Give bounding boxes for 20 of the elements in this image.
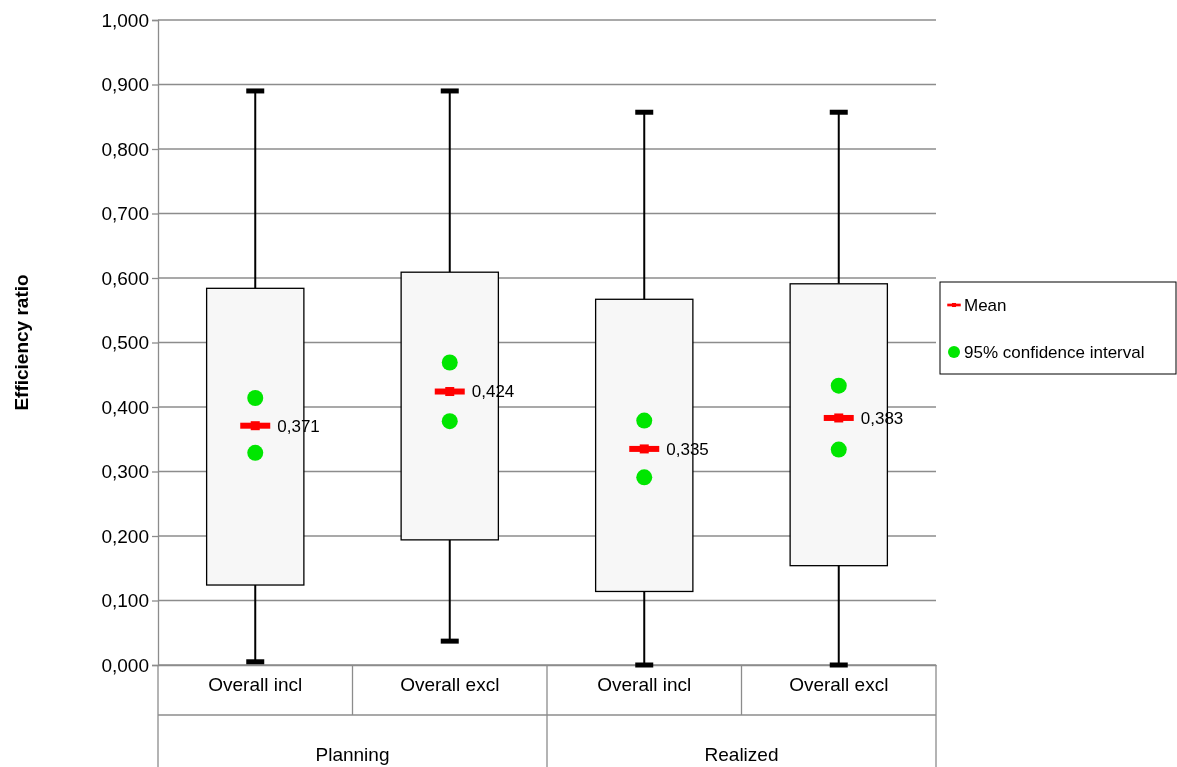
y-tick-label: 0,700 (101, 203, 149, 225)
x-tick-label: Overall excl (789, 673, 889, 695)
y-tick-label: 0,200 (101, 525, 149, 547)
y-tick-label: 0,300 (101, 461, 149, 483)
y-axis-title: Efficiency ratio (11, 274, 32, 411)
y-tick-label: 0,600 (101, 267, 149, 289)
y-tick-label: 0,500 (101, 332, 149, 354)
y-tick-label: 1,000 (101, 9, 149, 31)
y-tick-label: 0,800 (101, 138, 149, 160)
x-tick-label: Overall excl (400, 673, 500, 695)
text: Planning (315, 744, 390, 765)
legend-label: Mean (964, 295, 1007, 315)
y-tick-label: 0,100 (101, 590, 149, 612)
legend-label: 95% confidence interval (964, 342, 1145, 362)
y-tick-label: 0,900 (101, 74, 149, 96)
y-tick-label: 0,000 (101, 654, 149, 676)
x-tick-label: Overall incl (208, 673, 303, 695)
x-tick-label: Overall incl (597, 673, 692, 695)
text: Realized (704, 744, 779, 765)
y-tick-label: 0,400 (101, 396, 149, 418)
